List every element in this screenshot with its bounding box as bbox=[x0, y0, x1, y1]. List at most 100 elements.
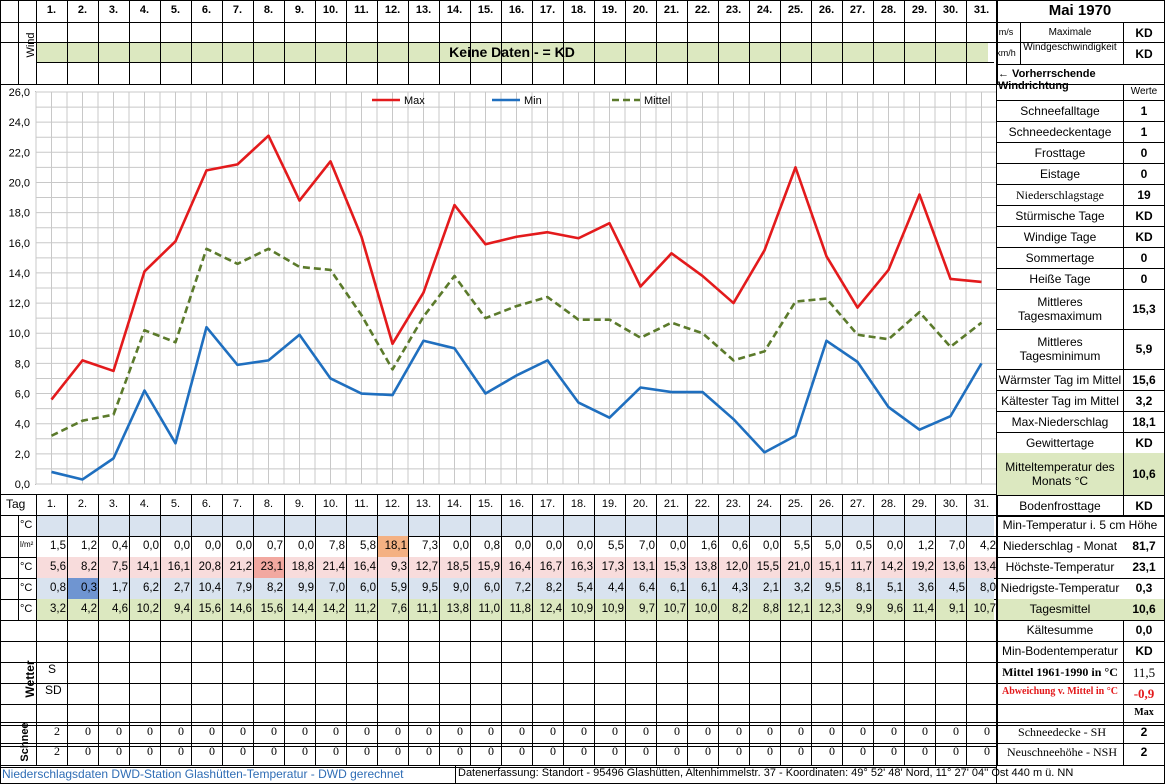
sh-cell: 0 bbox=[364, 724, 370, 738]
day-col-table bbox=[129, 495, 130, 620]
y-tick-label: 2,0 bbox=[15, 449, 30, 461]
day-header-cell: 30. bbox=[942, 4, 959, 16]
sh-cell: 0 bbox=[271, 724, 277, 738]
sh-cell: 0 bbox=[860, 724, 866, 738]
day-col-table bbox=[408, 495, 409, 620]
stat-divider bbox=[997, 369, 1165, 370]
nsh-cell: 0 bbox=[147, 744, 153, 758]
werte-col bbox=[1123, 84, 1124, 100]
day-col-header bbox=[842, 0, 843, 84]
day-col-table bbox=[718, 495, 719, 620]
lower-row-line bbox=[0, 767, 996, 768]
sh-cell: 0 bbox=[488, 724, 494, 738]
table-cell: 5,5 bbox=[608, 540, 624, 552]
day-col-lower bbox=[780, 620, 781, 765]
table-cell: 5,1 bbox=[887, 582, 903, 594]
stat-divider bbox=[997, 329, 1165, 330]
table-cell: 13,8 bbox=[446, 603, 469, 615]
tag-row-cell: 18. bbox=[570, 498, 587, 510]
frame-left bbox=[0, 0, 1, 784]
table-cell: 5,0 bbox=[825, 540, 841, 552]
lower-stat-value: KD bbox=[1135, 644, 1153, 658]
day-header-cell: 5. bbox=[170, 4, 181, 16]
table-cell: 11,4 bbox=[912, 603, 934, 615]
stat-value: 15,3 bbox=[1132, 302, 1156, 316]
table-cell: 8,8 bbox=[763, 603, 779, 615]
day-header-cell: 23. bbox=[725, 4, 742, 16]
table-row-band bbox=[36, 599, 994, 620]
right-line-2 bbox=[997, 84, 1165, 85]
day-col-lower bbox=[873, 620, 874, 765]
table-cell: 7,0 bbox=[949, 540, 965, 552]
table-cell: 8,2 bbox=[546, 582, 562, 594]
stat-value: 19 bbox=[1137, 187, 1151, 202]
table-cell: 0,4 bbox=[112, 540, 128, 552]
tag-row-cell: 19. bbox=[601, 498, 618, 510]
lower-stat-value: -0,9 bbox=[1133, 686, 1155, 701]
day-col-header bbox=[98, 0, 99, 84]
nsh-cell: 0 bbox=[829, 744, 835, 758]
day-col-header bbox=[160, 0, 161, 84]
table-row-label: Min-Temperatur i. 5 cm Höhe bbox=[1002, 518, 1158, 532]
table-cell: 5,9 bbox=[391, 582, 407, 594]
tag-row-cell: 15. bbox=[477, 498, 494, 510]
day-header-cell: 18. bbox=[570, 4, 587, 16]
table-cell: 6,2 bbox=[143, 582, 159, 594]
table-cell: 6,4 bbox=[639, 582, 655, 594]
nsh-cell: 0 bbox=[860, 744, 866, 758]
table-cell: 11,1 bbox=[416, 603, 438, 615]
stat-label: Heiße Tage bbox=[1029, 271, 1091, 286]
day-col-table bbox=[656, 495, 657, 620]
day-col-header bbox=[222, 0, 223, 84]
table-unit-label: °C bbox=[20, 603, 33, 615]
table-cell: 9,5 bbox=[422, 582, 438, 594]
day-header-cell: 19. bbox=[601, 4, 618, 16]
lower-row-line bbox=[0, 746, 996, 747]
day-header-cell: 8. bbox=[263, 4, 274, 16]
table-cell: 9,4 bbox=[174, 603, 190, 615]
table-cell: 3,2 bbox=[50, 603, 66, 615]
wind-direction-label: ← Vorherrschende Windrichtung bbox=[998, 68, 1096, 92]
tag-row-cell: 8. bbox=[263, 498, 274, 510]
stat-divider bbox=[997, 226, 1165, 227]
day-col-table bbox=[780, 495, 781, 620]
right-line-1 bbox=[997, 64, 1165, 65]
tag-row-cell: 25. bbox=[787, 498, 804, 510]
table-cell: 16,1 bbox=[160, 557, 191, 578]
day-col-table bbox=[997, 495, 998, 620]
wind-col-left bbox=[18, 0, 19, 84]
lower-stat-label: Abweichung v. Mittel in °C bbox=[1002, 686, 1118, 697]
sh-cell: 0 bbox=[116, 724, 122, 738]
table-cell: 8,1 bbox=[856, 582, 872, 594]
day-header-cell: 21. bbox=[663, 4, 680, 16]
day-header-cell: 13. bbox=[415, 4, 432, 16]
sh-cell: 0 bbox=[581, 724, 587, 738]
stat-value: 5,9 bbox=[1135, 342, 1153, 356]
nsh-cell: 0 bbox=[209, 744, 215, 758]
day-col-lower bbox=[904, 620, 905, 765]
nsh-cell: 0 bbox=[395, 744, 401, 758]
table-cell: 7,3 bbox=[422, 540, 438, 552]
table-cell: 0,0 bbox=[236, 540, 252, 552]
table-cell bbox=[625, 515, 656, 536]
day-col-header bbox=[718, 0, 719, 84]
y-tick-label: 14,0 bbox=[9, 268, 30, 280]
stat-label: Frosttage bbox=[1034, 145, 1086, 160]
table-cell: 9,3 bbox=[377, 557, 408, 578]
table-cell: 7,5 bbox=[98, 557, 129, 578]
day-col-header bbox=[656, 0, 657, 84]
table-cell: 9,7 bbox=[639, 603, 655, 615]
table-cell: 13,8 bbox=[687, 557, 718, 578]
day-col-table bbox=[842, 495, 843, 620]
right-line-0 bbox=[997, 22, 1165, 23]
lower-row-line bbox=[0, 662, 996, 663]
table-cell: 10,7 bbox=[973, 603, 996, 615]
table-cell: 14,2 bbox=[322, 603, 345, 615]
day-col-header bbox=[904, 0, 905, 84]
header-line-3 bbox=[36, 62, 994, 63]
unit-col bbox=[18, 515, 19, 620]
tag-row-cell: 12. bbox=[384, 498, 401, 510]
tag-row-cell: 13. bbox=[415, 498, 432, 510]
day-col-table bbox=[439, 495, 440, 620]
tag-row: 1. 2. 3. 4. 5. 6. 7. 8. 9. 10. 11. 12. 13. 14. 15. 16. 1… bbox=[36, 495, 996, 515]
